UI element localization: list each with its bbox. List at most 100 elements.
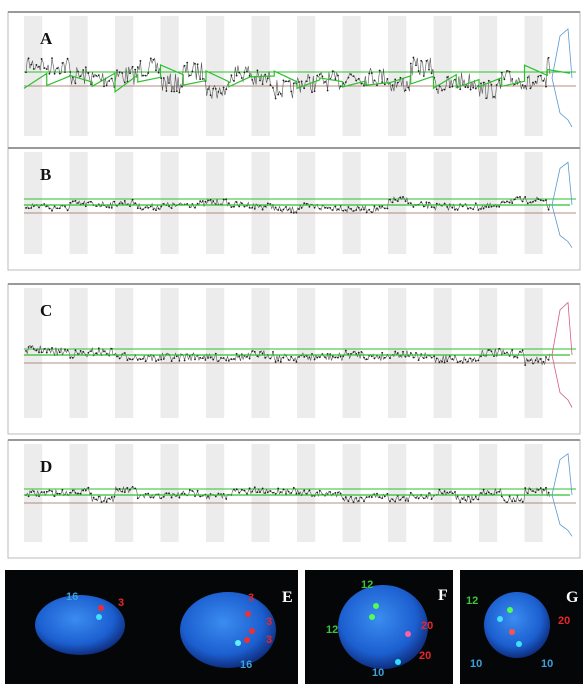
probe-dot (347, 500, 350, 503)
probe-label: 10 (372, 667, 384, 679)
probe-dot (344, 496, 347, 498)
probe-dot (360, 351, 363, 353)
probe-dot (467, 495, 469, 498)
probe-dot (459, 88, 462, 91)
probe-dot (64, 71, 66, 74)
probe-dot (118, 202, 121, 205)
probe-dot (417, 359, 420, 362)
probe-dot (360, 496, 363, 499)
probe-dot (103, 499, 105, 502)
probe-dot (321, 75, 324, 78)
probe-dot (82, 489, 85, 492)
probe-dot (324, 81, 326, 83)
chromosome-band (69, 16, 88, 136)
probe-dot (225, 498, 228, 500)
probe-dot (350, 73, 352, 76)
probe-dot (493, 355, 495, 358)
probe-dot (282, 488, 285, 491)
probe-dot (511, 78, 514, 80)
probe-dot (256, 355, 259, 358)
probe-dot (459, 501, 462, 504)
probe-dot (64, 205, 66, 208)
probe-label: 20 (421, 620, 433, 632)
probe-dot (347, 76, 350, 79)
probe-dot (269, 357, 272, 360)
probe-dot (433, 206, 436, 209)
chromosome-band (297, 152, 316, 254)
probe-dot (35, 349, 38, 352)
chromosome-band (206, 444, 225, 542)
probe-dot (526, 492, 529, 495)
chromosome-band (251, 444, 270, 542)
probe-dot (352, 351, 355, 353)
probe-dot (51, 490, 53, 493)
probe-dot (482, 207, 485, 210)
probe-dot (248, 357, 251, 360)
probe-dot (233, 205, 235, 208)
probe-dot (43, 348, 46, 350)
probe-dot (428, 492, 430, 495)
probe-dot (547, 358, 550, 361)
probe-dot (95, 74, 98, 77)
probe-dot (368, 495, 371, 498)
probe-dot (204, 359, 207, 361)
fish-signal (509, 629, 515, 635)
probe-dot (285, 80, 287, 83)
probe-dot (386, 492, 389, 495)
probe-dot (149, 496, 152, 499)
probe-dot (396, 81, 399, 84)
probe-dot (480, 82, 482, 85)
probe-dot (92, 496, 95, 499)
probe-dot (389, 500, 391, 503)
probe-dot (467, 360, 469, 363)
probe-dot (277, 93, 280, 96)
nucleus (484, 592, 550, 658)
fish-signal (98, 605, 104, 611)
probe-dot (277, 487, 280, 490)
probe-dot (337, 356, 339, 359)
probe-dot (438, 361, 441, 364)
probe-dot (194, 495, 196, 497)
probe-dot (246, 355, 248, 358)
probe-dot (253, 350, 256, 353)
sex-chrom-trace (551, 494, 573, 537)
probe-dot (131, 485, 134, 488)
probe-dot (331, 70, 334, 73)
probe-dot (32, 490, 35, 493)
probe-dot (269, 490, 272, 492)
fish-signal (373, 603, 379, 609)
probe-dot (121, 202, 124, 205)
probe-dot (121, 72, 124, 74)
probe-dot (539, 74, 542, 77)
probe-dot (539, 358, 542, 360)
probe-dot (469, 357, 472, 360)
probe-dot (412, 56, 415, 59)
probe-dot (212, 87, 215, 90)
probe-dot (40, 351, 43, 354)
probe-dot (222, 357, 225, 359)
probe-dot (235, 201, 238, 203)
probe-dot (74, 82, 77, 85)
probe-dot (51, 209, 53, 212)
sex-chrom-trace (551, 204, 573, 248)
probe-dot (48, 72, 51, 75)
probe-dot (74, 349, 77, 352)
probe-dot (308, 76, 311, 79)
panel-label: D (40, 457, 52, 476)
probe-dot (261, 487, 264, 490)
probe-dot (303, 87, 306, 90)
probe-dot (292, 486, 295, 489)
probe-dot (178, 359, 181, 362)
probe-dot (500, 495, 503, 498)
probe-dot (261, 208, 264, 211)
probe-dot (526, 76, 529, 79)
probe-dot (27, 495, 30, 498)
nucleus (180, 592, 276, 668)
probe-dot (287, 490, 290, 493)
chromosome-band (479, 16, 498, 136)
probe-dot (188, 74, 191, 77)
probe-dot (90, 83, 92, 86)
probe-dot (446, 76, 449, 79)
probe-dot (123, 81, 126, 84)
probe-dot (407, 500, 410, 502)
